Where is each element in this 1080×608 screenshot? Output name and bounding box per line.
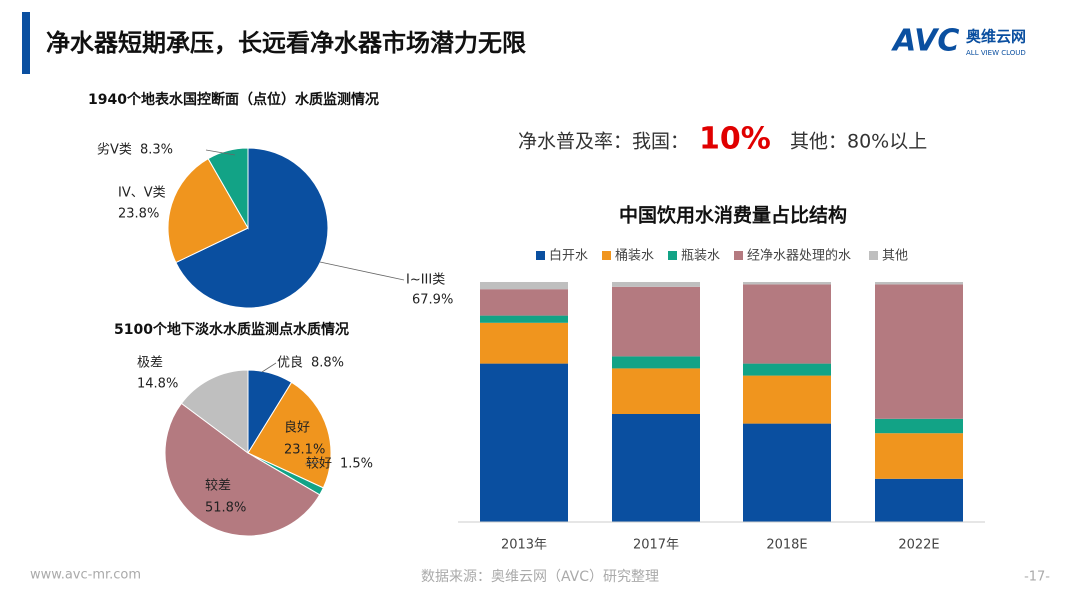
slice-value: 8.3% — [140, 143, 173, 158]
footer-source: 数据来源：奥维云网（AVC）研究整理 — [421, 568, 659, 585]
bar-segment — [875, 433, 963, 479]
leader-line — [205, 149, 236, 156]
bar-segment — [743, 282, 831, 285]
slice-value: 1.5% — [340, 457, 373, 472]
bar-segment — [612, 286, 700, 357]
legend-swatch — [869, 251, 878, 260]
bar-segment — [743, 423, 831, 522]
note-highlight: 10% — [699, 122, 771, 157]
bar-segment — [875, 478, 963, 522]
bar-segment — [743, 375, 831, 424]
footer-page: -17- — [1024, 570, 1050, 585]
legend-swatch — [734, 251, 743, 260]
bar-segment — [612, 282, 700, 287]
x-tick-label: 2018E — [766, 538, 807, 553]
leader-line — [319, 261, 405, 281]
pie-slice — [167, 157, 249, 264]
slice-value: 51.8% — [205, 501, 246, 516]
slice-value: 23.1% — [284, 443, 325, 458]
bar-segment — [480, 315, 568, 323]
legend-label: 瓶装水 — [681, 249, 720, 264]
pie-slice — [247, 381, 332, 489]
legend-label: 其他 — [882, 249, 908, 264]
pie-slice — [175, 147, 329, 309]
bar-segment — [612, 356, 700, 369]
slice-category: 极差 — [137, 356, 163, 371]
bar-segment — [480, 289, 568, 316]
legend-label: 桶装水 — [615, 249, 654, 264]
bar-segment — [743, 363, 831, 376]
slice-category: 较好 — [306, 457, 332, 472]
footer-site: www.avc-mr.com — [30, 568, 141, 583]
legend-swatch — [668, 251, 677, 260]
slice-value: 14.8% — [137, 377, 178, 392]
x-tick-label: 2017年 — [633, 538, 679, 553]
header-title: 净水器短期承压，长远看净水器市场潜力无限 — [46, 29, 526, 57]
logo-en: ALL VIEW CLOUD — [966, 49, 1026, 57]
slice-category: 良好 — [284, 420, 310, 436]
leader-line — [304, 461, 321, 465]
slice-value: 67.9% — [412, 293, 453, 308]
bar-segment — [480, 363, 568, 522]
x-tick-label: 2013年 — [501, 538, 547, 553]
note-label: 净水普及率：我国： — [518, 131, 689, 153]
header-bar — [22, 12, 30, 74]
slice-category: I~III类 — [406, 273, 445, 288]
pie-slice — [164, 402, 321, 537]
legend-label: 白开水 — [549, 248, 588, 264]
legend-swatch — [536, 251, 545, 260]
bar-segment — [480, 322, 568, 364]
logo: AVC — [891, 24, 959, 59]
chart-title: 1940个地表水国控断面（点位）水质监测情况 — [88, 91, 379, 108]
slice-value: 8.8% — [311, 356, 344, 371]
pie-slice — [180, 369, 249, 454]
slice-category: 劣V类 — [97, 143, 132, 158]
bar-segment — [875, 282, 963, 285]
chart-title: 5100个地下淡水水质监测点水质情况 — [114, 321, 349, 338]
bar-segment — [612, 368, 700, 414]
bar-segment — [612, 414, 700, 522]
note-other: 其他：80%以上 — [790, 131, 927, 153]
bar-segment — [743, 284, 831, 364]
slice-value: 23.8% — [118, 207, 159, 222]
leader-line — [261, 362, 277, 373]
bar-segment — [875, 284, 963, 419]
logo-cn: 奥维云网 — [966, 28, 1026, 46]
bar-segment — [480, 282, 568, 290]
slice-category: 优良 — [277, 355, 303, 371]
legend-swatch — [602, 251, 611, 260]
x-tick-label: 2022E — [898, 538, 939, 553]
chart-title: 中国饮用水消费量占比结构 — [619, 204, 847, 227]
pie-slice — [207, 147, 249, 230]
slice-category: 较差 — [205, 479, 231, 494]
slice-category: IV、V类 — [118, 186, 166, 201]
legend-label: 经净水器处理的水 — [747, 248, 851, 264]
bar-segment — [875, 418, 963, 434]
